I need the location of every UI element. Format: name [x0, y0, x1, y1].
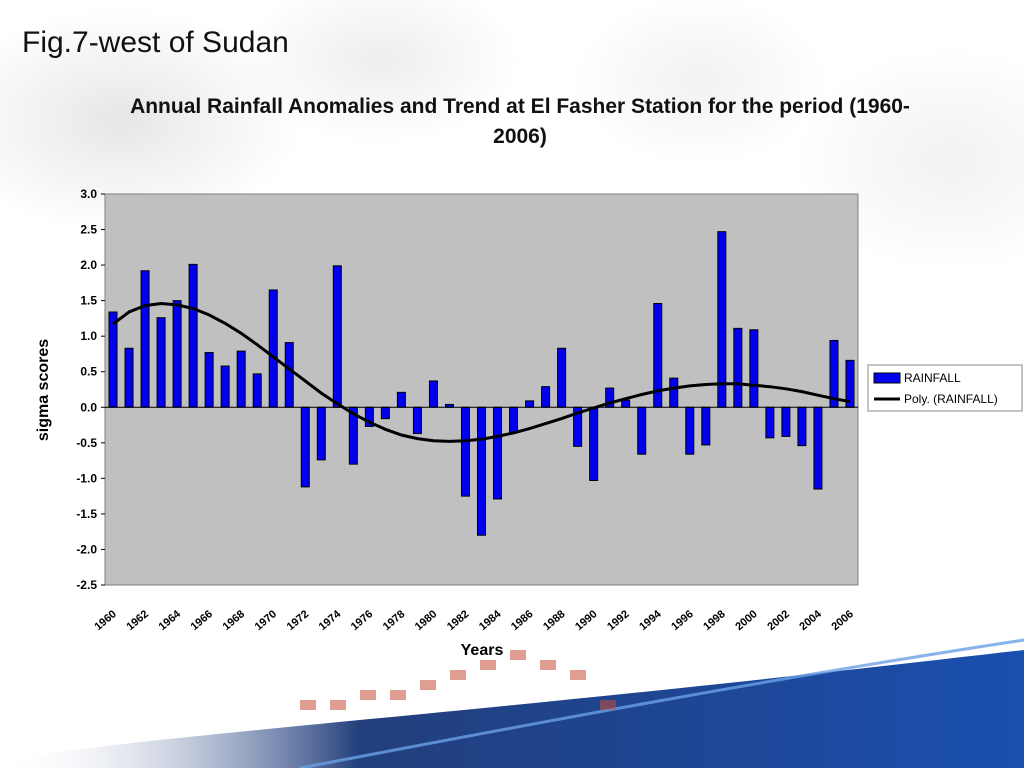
bar-1962 [140, 270, 150, 408]
y-tick-label: -2.0 [76, 542, 97, 556]
bar-1968 [236, 350, 246, 408]
bars-layer [108, 231, 855, 536]
bar-1993 [637, 406, 647, 455]
bar-1983 [476, 406, 487, 536]
bar-2001 [765, 406, 775, 439]
y-tick-label: -1.5 [76, 507, 97, 521]
bar-1995 [669, 377, 679, 408]
bar-1997 [701, 406, 711, 446]
footer-decoration [0, 638, 1024, 768]
bar-1978 [396, 391, 406, 408]
bar-2004 [813, 406, 823, 490]
bar-1992 [621, 399, 631, 408]
bar-1979 [412, 406, 422, 435]
bar-1969 [252, 373, 262, 408]
y-tick-label: 2.0 [80, 258, 97, 272]
bar-1990 [589, 406, 599, 481]
bar-1960 [108, 311, 118, 408]
bar-1987 [541, 386, 551, 408]
y-tick-label: 1.0 [80, 329, 97, 343]
bar-1984 [493, 406, 503, 500]
bar-1988 [557, 347, 567, 408]
legend-bar-label: RAINFALL [904, 371, 961, 385]
bar-1973 [316, 406, 326, 461]
y-axis-label: sigma scores [35, 339, 52, 441]
bar-1996 [685, 406, 695, 455]
chart-title: Annual Rainfall Anomalies and Trend at E… [130, 95, 910, 148]
bar-1998 [717, 231, 727, 408]
bar-1964 [172, 300, 182, 408]
x-axis-label: Years [461, 642, 504, 659]
bar-1966 [204, 352, 214, 408]
bar-2002 [781, 406, 791, 437]
bar-1970 [268, 289, 278, 408]
bar-1985 [509, 406, 519, 433]
y-axis-ticks: 3.0 2.5 2.0 1.5 1.0 0.5 0.0 -0.5 -1.0 -1.5 -2.0 -2.… [76, 187, 105, 592]
legend-trend-label: Poly. (RAINFALL) [904, 392, 998, 406]
legend-bar-swatch [873, 372, 901, 384]
y-tick-label: 3.0 [80, 187, 97, 201]
y-tick-label: 0.0 [80, 400, 97, 414]
bar-1972 [300, 406, 310, 488]
y-tick-label: 0.5 [80, 365, 97, 379]
slide-title: Fig.7-west of Sudan [22, 26, 289, 59]
bar-1999 [733, 327, 743, 408]
bar-1986 [525, 400, 535, 408]
bar-1980 [428, 380, 438, 408]
bar-2003 [797, 406, 807, 447]
bar-1982 [460, 406, 470, 497]
bar-1977 [380, 406, 390, 420]
y-tick-label: -1.0 [76, 471, 97, 485]
y-tick-label: 2.5 [80, 223, 97, 237]
bar-1961 [124, 347, 134, 408]
bar-1967 [220, 365, 230, 408]
trend-line [112, 301, 851, 443]
bar-1965 [188, 263, 198, 408]
bar-1974 [332, 265, 342, 408]
y-tick-label: 1.5 [80, 294, 97, 308]
bar-1963 [156, 317, 166, 408]
bar-2000 [749, 329, 759, 408]
legend: RAINFALL Poly. (RAINFALL) [867, 364, 1023, 412]
bar-1971 [284, 342, 294, 408]
y-tick-label: -0.5 [76, 436, 97, 450]
y-tick-label: -2.5 [76, 578, 97, 592]
